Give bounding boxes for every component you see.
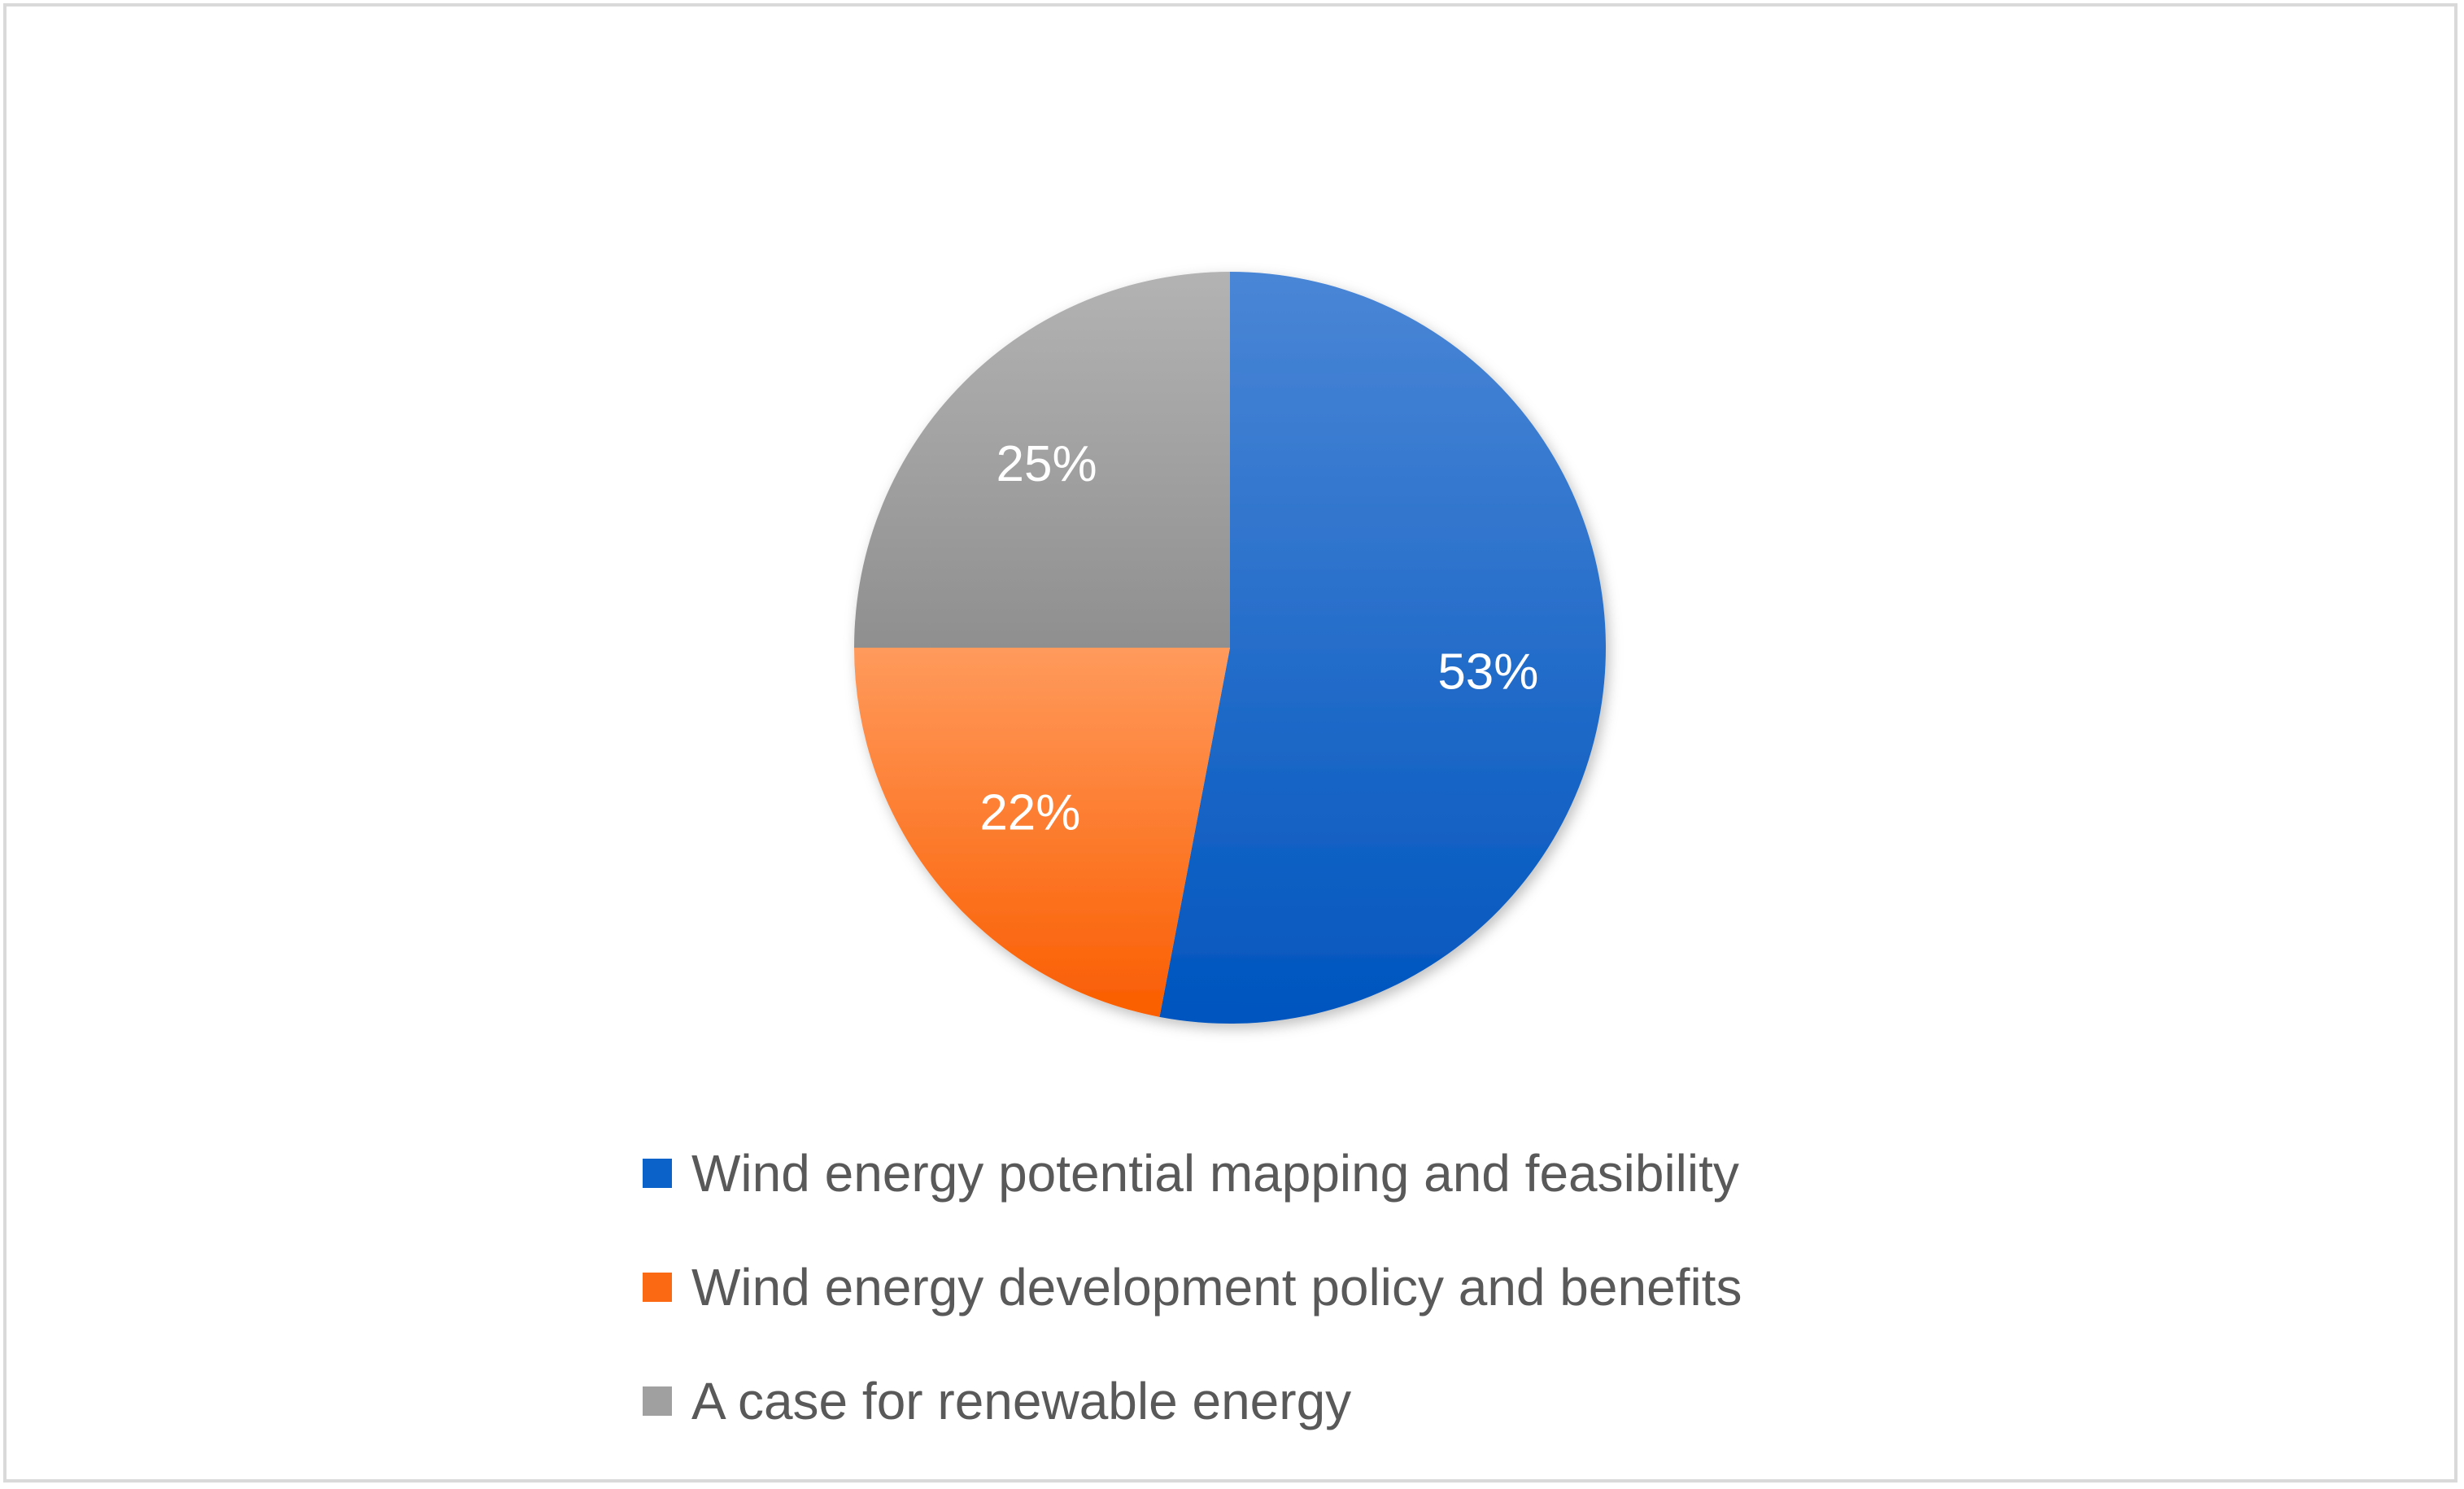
legend-label: Wind energy development policy and benef… [691,1258,1742,1317]
slice-data-label: 53% [1437,644,1538,700]
legend: Wind energy potential mapping and feasib… [643,1116,1742,1458]
legend-swatch-icon [643,1159,672,1188]
legend-label: Wind energy potential mapping and feasib… [691,1144,1739,1203]
legend-label: A case for renewable energy [691,1372,1352,1430]
legend-swatch-icon [643,1273,672,1302]
legend-swatch-icon [643,1386,672,1416]
pie-slice [854,272,1230,648]
pie-slice [1159,272,1607,1024]
legend-item: Wind energy development policy and benef… [643,1230,1742,1344]
pie-slice [854,648,1230,1017]
legend-item: Wind energy potential mapping and feasib… [643,1116,1742,1230]
slice-data-label: 22% [979,785,1080,841]
legend-item: A case for renewable energy [643,1344,1742,1458]
slice-data-label: 25% [997,436,1097,492]
